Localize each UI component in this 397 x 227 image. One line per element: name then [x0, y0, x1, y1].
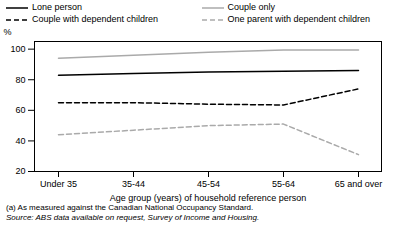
svg-text:%: % — [4, 27, 12, 37]
svg-text:Under 35: Under 35 — [40, 179, 77, 189]
svg-text:Age group (years) of household: Age group (years) of household reference… — [110, 193, 307, 203]
svg-text:40: 40 — [15, 136, 25, 146]
html-text:One parent with dependent chil: One parent with dependent children — [227, 14, 371, 24]
html-text:Lone person: Lone person — [32, 2, 82, 12]
html-text:Source: ABS data available on: Source: ABS data available on request, S… — [6, 213, 260, 222]
svg-text:45-54: 45-54 — [197, 179, 220, 189]
svg-text:100: 100 — [10, 44, 25, 54]
svg-text:20: 20 — [15, 166, 25, 176]
html-text:Couple only: Couple only — [227, 2, 275, 12]
svg-text:55-64: 55-64 — [272, 179, 295, 189]
html-text:(a) As measured against the Ca: (a) As measured against the Canadian Nat… — [6, 203, 254, 212]
svg-text:65 and over: 65 and over — [335, 179, 383, 189]
svg-text:35-44: 35-44 — [122, 179, 145, 189]
svg-text:80: 80 — [15, 75, 25, 85]
html-text:Couple with dependent children: Couple with dependent children — [32, 14, 159, 24]
svg-text:60: 60 — [15, 105, 25, 115]
